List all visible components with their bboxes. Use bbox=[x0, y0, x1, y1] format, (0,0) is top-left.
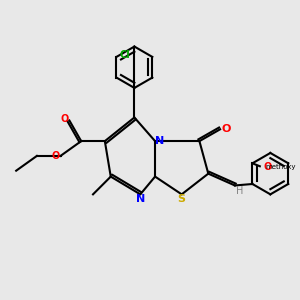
Text: O: O bbox=[264, 162, 272, 172]
Text: S: S bbox=[178, 194, 186, 204]
Text: O: O bbox=[61, 114, 69, 124]
Text: O: O bbox=[221, 124, 231, 134]
Text: methoxy: methoxy bbox=[265, 164, 296, 170]
Text: Cl: Cl bbox=[119, 50, 130, 60]
Text: N: N bbox=[155, 136, 164, 146]
Text: H: H bbox=[236, 186, 243, 196]
Text: N: N bbox=[136, 194, 145, 204]
Text: O: O bbox=[52, 151, 60, 161]
